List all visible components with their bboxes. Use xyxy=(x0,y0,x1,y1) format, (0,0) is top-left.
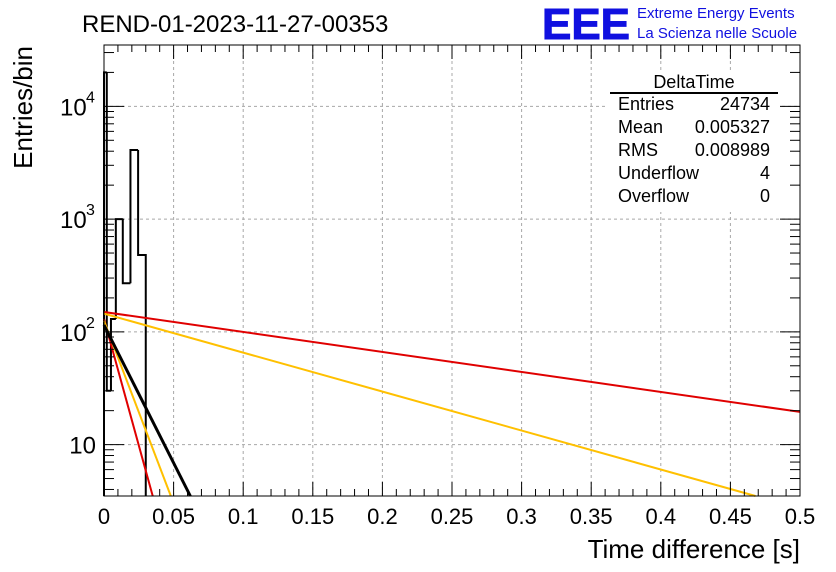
x-tick-label: 0.2 xyxy=(367,504,398,529)
y-tick-label-base: 10 xyxy=(60,94,87,121)
fit-line xyxy=(103,318,154,497)
histogram-bin xyxy=(129,149,139,284)
stats-box-background xyxy=(608,72,780,212)
stats-box: DeltaTime Entries 24734 Mean 0.005327 RMS 0.0… xyxy=(608,72,780,212)
x-tick-label: 0.4 xyxy=(646,504,677,529)
x-tick-label: 0.35 xyxy=(570,504,613,529)
y-tick-label-base: 10 xyxy=(60,207,87,234)
y-axis-label: Entries/bin xyxy=(8,46,38,169)
eee-logo: EEE Extreme Energy Events La Scienza nel… xyxy=(542,0,798,50)
chart-title: REND-01-2023-11-27-00353 xyxy=(82,11,388,38)
fit-lines xyxy=(102,310,801,497)
stats-row-value: 24734 xyxy=(720,94,770,114)
stats-row-label: Underflow xyxy=(618,163,700,183)
stats-box-title: DeltaTime xyxy=(653,72,734,92)
x-tick-label: 0.15 xyxy=(291,504,334,529)
logo-line-1: Extreme Energy Events xyxy=(637,5,795,22)
histogram-bin xyxy=(121,219,131,285)
y-tick-label-exponent: 3 xyxy=(86,202,95,219)
histogram-bin xyxy=(137,150,147,496)
stats-row-label: Overflow xyxy=(618,186,690,206)
fit-line xyxy=(103,312,756,497)
y-tick-label: 10 xyxy=(69,433,96,460)
eee-logo-text: EEE xyxy=(542,0,630,49)
x-tick-label: 0.45 xyxy=(709,504,752,529)
stats-row-label: RMS xyxy=(618,140,658,160)
x-tick-label: 0 xyxy=(98,504,110,529)
x-tick-label: 0.5 xyxy=(785,504,816,529)
fit-line xyxy=(102,324,192,497)
x-tick-label: 0.1 xyxy=(228,504,259,529)
stats-row-value: 4 xyxy=(760,163,770,183)
stats-row-value: 0.008989 xyxy=(695,140,770,160)
stats-row-label: Mean xyxy=(618,117,663,137)
fit-line xyxy=(103,310,801,413)
x-axis-label: Time difference [s] xyxy=(588,534,800,564)
y-tick-label-exponent: 2 xyxy=(86,315,95,332)
logo-line-2: La Scienza nelle Scuole xyxy=(637,25,797,42)
y-tick-label-exponent: 4 xyxy=(86,89,95,106)
x-axis: 0 0.05 0.1 0.15 0.2 0.25 0.3 0.35 0.4 0.45 0.5 xyxy=(98,45,815,529)
x-tick-label: 0.25 xyxy=(431,504,474,529)
x-tick-label: 0.05 xyxy=(152,504,195,529)
stats-row-label: Entries xyxy=(618,94,674,114)
grid xyxy=(104,45,800,496)
x-tick-label: 0.3 xyxy=(506,504,537,529)
y-tick-label-base: 10 xyxy=(60,320,87,347)
stats-row-value: 0 xyxy=(760,186,770,206)
histogram-bin xyxy=(109,317,116,391)
stats-row-value: 0.005327 xyxy=(695,117,770,137)
